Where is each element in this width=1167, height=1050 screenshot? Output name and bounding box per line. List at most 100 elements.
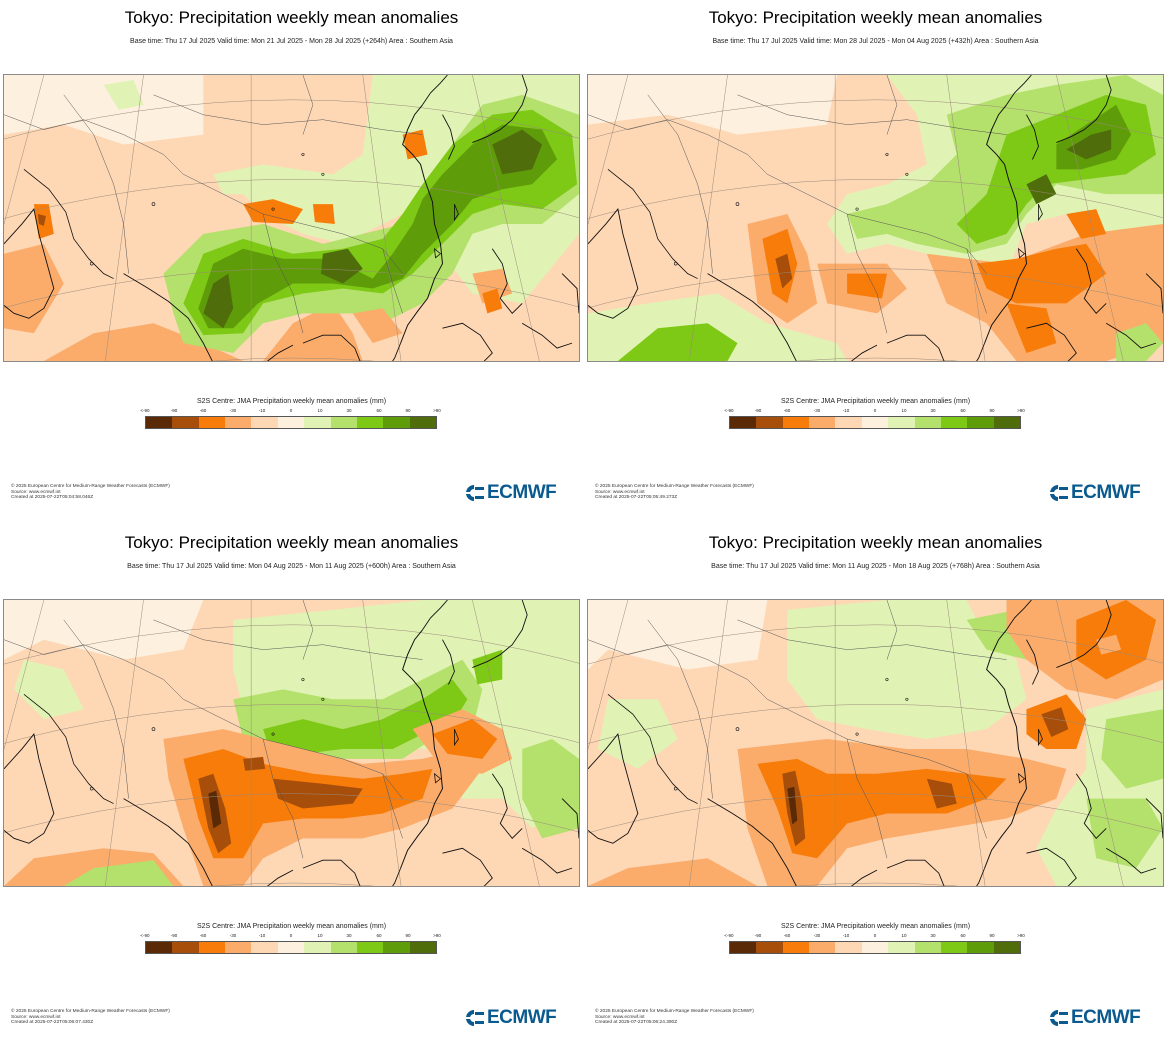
legend-tick: -90 — [754, 408, 762, 413]
footer-source: Source: www.ecmwf.int — [11, 489, 61, 495]
footer-copyright: © 2025 European Centre for Medium-Range … — [11, 484, 170, 489]
legend-ticks: <-90 -90 -60 -30 -10 0 10 30 60 90 >90 — [724, 408, 1024, 416]
legend-swatch — [914, 417, 941, 428]
legend-swatch — [756, 942, 783, 953]
ecmwf-logo-icon — [1050, 1010, 1068, 1026]
legend-tick: -30 — [813, 933, 821, 938]
forecast-panel-week4: Tokyo: Precipitation weekly mean anomali… — [584, 525, 1167, 1050]
panel-title: Tokyo: Precipitation weekly mean anomali… — [124, 8, 459, 27]
legend-tick: <-90 — [724, 408, 734, 413]
legend-tick: 10 — [901, 408, 907, 413]
legend-tick: 90 — [405, 933, 411, 938]
legend-tick: -10 — [842, 408, 850, 413]
legend-tick: -10 — [258, 933, 266, 938]
legend-swatch — [330, 942, 357, 953]
legend-tick: -60 — [783, 933, 791, 938]
footer-credits: © 2025 European Centre for Medium-Range … — [595, 484, 754, 501]
legend-swatch — [730, 942, 757, 953]
legend-tick: 30 — [346, 408, 352, 413]
legend-colorbar — [145, 941, 437, 954]
anomaly-map — [587, 74, 1164, 362]
legend-tick: >90 — [433, 408, 441, 413]
legend-ticks: <-90 -90 -60 -30 -10 0 10 30 60 90 >90 — [140, 408, 440, 416]
footer-credits: © 2025 European Centre for Medium-Range … — [11, 484, 170, 501]
legend-tick: -10 — [842, 933, 850, 938]
legend-swatch — [146, 942, 173, 953]
legend-swatch — [940, 942, 968, 953]
legend-swatch — [172, 942, 199, 953]
legend-swatch — [198, 417, 226, 428]
panel-title: Tokyo: Precipitation weekly mean anomali… — [708, 533, 1043, 552]
legend-tick: 90 — [405, 408, 411, 413]
legend-tick: 60 — [960, 933, 966, 938]
legend-swatch — [967, 417, 994, 428]
footer-created: Created at 2025-07-22T05:05:49.273Z — [595, 495, 678, 501]
legend-swatch — [146, 417, 173, 428]
ecmwf-logo: ECMWF — [1047, 482, 1159, 504]
forecast-panel-week3: Tokyo: Precipitation weekly mean anomali… — [0, 525, 583, 1050]
legend-tick: 0 — [873, 408, 877, 413]
legend-tick: 60 — [376, 408, 382, 413]
ecmwf-logo: ECMWF — [463, 1007, 575, 1029]
legend-tick: -90 — [754, 933, 762, 938]
panel-subtitle: Base time: Thu 17 Jul 2025 Valid time: M… — [127, 563, 456, 570]
legend-tick: 60 — [376, 933, 382, 938]
forecast-panel-week1: Tokyo: Precipitation weekly mean anomali… — [0, 0, 583, 525]
legend-tick: >90 — [1017, 408, 1025, 413]
legend-swatch — [172, 417, 199, 428]
footer-created: Created at 2025-07-22T05:04:58.046Z — [11, 495, 94, 501]
ecmwf-logo-icon — [466, 485, 484, 501]
legend-tick: 0 — [873, 933, 877, 938]
legend-tick: 30 — [930, 408, 936, 413]
legend-tick: -90 — [170, 408, 178, 413]
logo-text: ECMWF — [1071, 1007, 1141, 1028]
panel-title: Tokyo: Precipitation weekly mean anomali… — [124, 533, 459, 552]
legend-swatch — [304, 417, 331, 428]
legend-tick: -60 — [199, 408, 207, 413]
legend-swatch — [251, 942, 278, 953]
legend-swatch — [225, 942, 252, 953]
footer-copyright: © 2025 European Centre for Medium-Range … — [595, 484, 754, 489]
legend-tick: 90 — [989, 933, 995, 938]
legend-swatch — [383, 417, 410, 428]
legend-swatch — [993, 417, 1020, 428]
panel-subtitle: Base time: Thu 17 Jul 2025 Valid time: M… — [130, 38, 453, 45]
logo-text: ECMWF — [487, 482, 557, 503]
footer-created: Created at 2025-07-22T05:06:24.390Z — [595, 1020, 678, 1026]
panel-subtitle: Base time: Thu 17 Jul 2025 Valid time: M… — [711, 563, 1040, 570]
ecmwf-logo-icon — [466, 1010, 484, 1026]
legend-swatch — [330, 417, 357, 428]
footer-source: Source: www.ecmwf.int — [595, 1014, 645, 1020]
panel-title: Tokyo: Precipitation weekly mean anomali… — [708, 8, 1043, 27]
legend-swatch — [888, 417, 915, 428]
forecast-panel-week2: Tokyo: Precipitation weekly mean anomali… — [584, 0, 1167, 525]
anomaly-map — [3, 74, 580, 362]
panel-subtitle: Base time: Thu 17 Jul 2025 Valid time: M… — [712, 38, 1039, 45]
legend-swatch — [251, 417, 278, 428]
legend-tick: >90 — [1017, 933, 1025, 938]
legend-tick: 90 — [989, 408, 995, 413]
legend-title: S2S Centre: JMA Precipitation weekly mea… — [196, 398, 387, 405]
logo-text: ECMWF — [487, 1007, 557, 1028]
legend-swatch — [383, 942, 410, 953]
legend-swatch — [409, 417, 436, 428]
legend-title: S2S Centre: JMA Precipitation weekly mea… — [196, 923, 387, 930]
legend-tick: -90 — [170, 933, 178, 938]
legend-tick: -30 — [229, 408, 237, 413]
legend-tick: -30 — [813, 408, 821, 413]
legend-ticks: <-90 -90 -60 -30 -10 0 10 30 60 90 >90 — [140, 933, 440, 941]
footer-credits: © 2025 European Centre for Medium-Range … — [11, 1009, 170, 1026]
legend-swatch — [861, 942, 889, 953]
legend-swatch — [809, 417, 836, 428]
legend-tick: 30 — [346, 933, 352, 938]
legend-tick: 0 — [289, 933, 293, 938]
legend-colorbar — [729, 941, 1021, 954]
legend-colorbar — [729, 416, 1021, 429]
legend-swatch — [356, 417, 384, 428]
legend-swatch — [356, 942, 384, 953]
legend-tick: -60 — [783, 408, 791, 413]
legend-swatch — [782, 942, 810, 953]
legend-swatch — [409, 942, 436, 953]
legend-tick: >90 — [433, 933, 441, 938]
legend-tick: 0 — [289, 408, 293, 413]
